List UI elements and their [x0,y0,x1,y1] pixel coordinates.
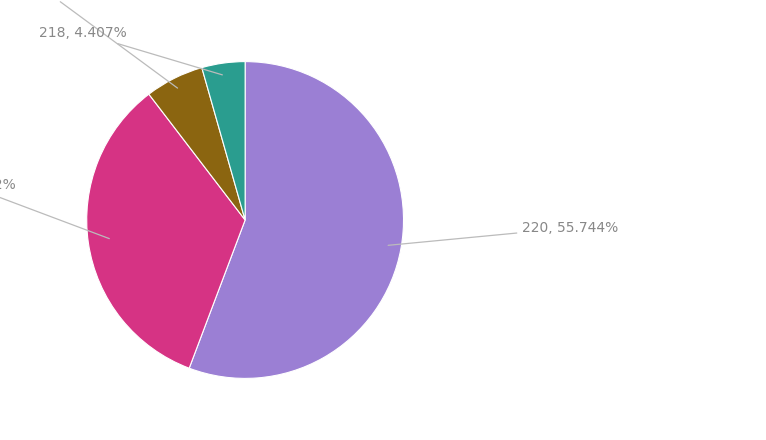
Wedge shape [87,94,245,368]
Text: 218, 4.407%: 218, 4.407% [38,26,222,75]
Text: 219, 33.862%: 219, 33.862% [0,178,110,238]
Wedge shape [201,62,245,220]
Wedge shape [189,62,404,378]
Wedge shape [149,68,245,220]
Text: 220, 55.744%: 220, 55.744% [388,221,619,246]
Text: other (17), 5.987%: other (17), 5.987% [0,0,178,88]
